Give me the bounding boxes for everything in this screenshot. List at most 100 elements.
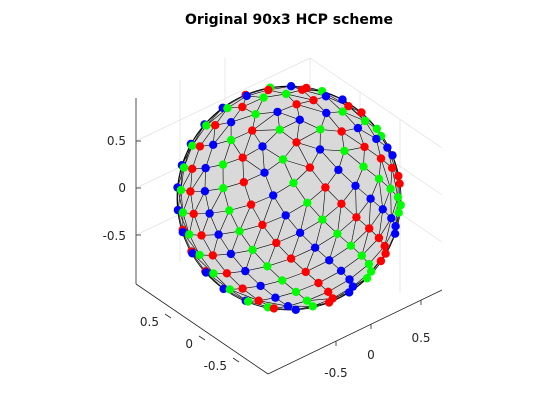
data-point: [380, 241, 389, 251]
data-point: [201, 268, 211, 277]
data-point: [366, 267, 376, 276]
data-point: [189, 209, 198, 219]
mesh-edge: [328, 233, 338, 261]
data-point: [263, 262, 272, 271]
data-point: [281, 89, 291, 99]
mesh-edge: [290, 247, 316, 259]
data-point: [361, 116, 370, 126]
mesh-edge: [299, 202, 308, 233]
data-point: [246, 200, 256, 209]
scatter-markers: [173, 82, 405, 314]
data-point: [185, 230, 194, 239]
mesh-edge: [193, 191, 206, 215]
data-point: [359, 162, 368, 171]
data-point: [302, 296, 312, 305]
data-point: [238, 102, 247, 112]
data-point: [348, 282, 358, 291]
data-point: [387, 214, 396, 223]
data-point: [286, 254, 296, 263]
y-tick-label: 0.5: [411, 331, 430, 345]
data-point: [393, 193, 403, 202]
mesh-edge: [318, 270, 342, 284]
data-point: [353, 123, 363, 133]
data-point: [248, 126, 257, 135]
mesh-edge: [242, 157, 265, 173]
mesh-edge: [212, 122, 232, 145]
data-point: [337, 127, 346, 136]
data-point: [186, 187, 195, 196]
data-point: [386, 184, 395, 193]
mesh-edge: [368, 198, 371, 229]
mesh-edge: [218, 210, 230, 235]
data-point: [305, 163, 315, 172]
mesh-edge: [309, 167, 326, 188]
mesh-edge: [222, 140, 232, 165]
mesh-edge: [229, 289, 259, 301]
data-point: [195, 250, 204, 260]
mesh-edge: [391, 167, 399, 198]
data-point: [390, 229, 400, 238]
data-point: [337, 199, 346, 208]
data-point: [291, 287, 301, 297]
data-point: [225, 206, 234, 215]
data-point: [346, 241, 356, 250]
data-point: [281, 211, 290, 220]
data-point: [211, 121, 220, 130]
mesh-edge: [314, 233, 338, 248]
data-point: [372, 124, 381, 133]
mesh-edge: [299, 219, 323, 234]
data-point: [258, 220, 267, 230]
y-tick-label: 0: [367, 348, 375, 362]
mesh-edge: [282, 159, 294, 184]
data-point: [372, 134, 381, 144]
data-point: [272, 238, 281, 248]
mesh-edge: [262, 195, 274, 226]
mesh-edge: [276, 232, 301, 244]
data-point: [238, 284, 247, 293]
mesh-edge: [322, 187, 326, 220]
data-point: [283, 302, 293, 311]
data-point: [219, 284, 228, 294]
data-point: [209, 140, 218, 149]
data-point: [395, 179, 404, 188]
data-point: [225, 285, 234, 294]
data-point: [222, 269, 232, 278]
mesh-edge: [387, 147, 399, 177]
mesh-edge: [390, 188, 392, 219]
data-point: [295, 115, 304, 125]
data-point: [292, 138, 301, 147]
data-point: [269, 304, 279, 313]
data-point: [291, 305, 300, 314]
data-point: [318, 215, 327, 224]
data-point: [360, 142, 369, 152]
mesh-edge: [258, 300, 289, 307]
data-point: [208, 251, 217, 260]
mesh-edge: [340, 255, 362, 272]
data-point: [322, 108, 331, 118]
z-tick-labels: 0.5 0 -0.5: [103, 134, 126, 243]
data-point: [178, 208, 188, 217]
mesh-edge: [305, 247, 316, 273]
data-point: [286, 82, 296, 91]
data-point: [374, 233, 384, 243]
data-point: [381, 249, 390, 258]
y-tick-label: -0.5: [324, 366, 347, 380]
data-point: [396, 200, 405, 210]
mesh-edge: [286, 93, 314, 101]
data-point: [345, 275, 354, 284]
data-point: [297, 85, 307, 95]
data-point: [243, 297, 253, 306]
data-point: [364, 259, 374, 269]
data-point: [383, 143, 392, 152]
data-point: [235, 227, 244, 236]
data-point: [357, 108, 366, 117]
data-point: [258, 142, 267, 151]
data-point: [219, 184, 228, 193]
mesh-edge: [239, 204, 252, 232]
z-tick-label: 0: [118, 181, 126, 195]
data-point: [303, 198, 312, 207]
data-point: [334, 165, 343, 175]
data-point: [391, 222, 400, 231]
data-point: [388, 151, 397, 160]
mesh-edge: [262, 146, 265, 173]
